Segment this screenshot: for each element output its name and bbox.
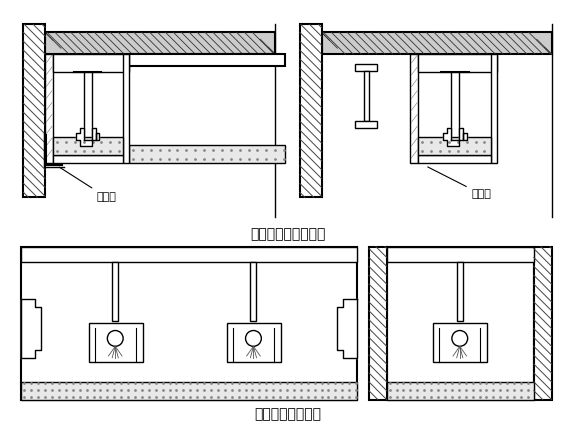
Polygon shape bbox=[21, 299, 41, 358]
Bar bbox=[21, 382, 357, 400]
Bar bbox=[45, 54, 53, 163]
Polygon shape bbox=[443, 128, 467, 146]
Bar bbox=[45, 32, 275, 54]
Bar bbox=[418, 137, 491, 155]
Polygon shape bbox=[76, 128, 100, 146]
Bar bbox=[21, 247, 357, 400]
Bar bbox=[112, 262, 118, 321]
Circle shape bbox=[107, 330, 123, 346]
Circle shape bbox=[245, 330, 262, 346]
Bar bbox=[53, 137, 123, 155]
Bar bbox=[433, 323, 487, 362]
Bar bbox=[300, 25, 321, 197]
Bar bbox=[24, 25, 45, 197]
Bar bbox=[534, 247, 552, 400]
Bar bbox=[364, 71, 369, 121]
Bar bbox=[321, 32, 552, 54]
Text: 木线条: 木线条 bbox=[428, 167, 491, 199]
Text: 铝角线: 铝角线 bbox=[59, 167, 116, 202]
Bar bbox=[418, 54, 497, 72]
Bar bbox=[369, 247, 386, 400]
Circle shape bbox=[452, 330, 468, 346]
Bar bbox=[53, 54, 129, 72]
Bar bbox=[227, 323, 281, 362]
Bar bbox=[457, 262, 463, 321]
Bar bbox=[355, 121, 377, 128]
Bar bbox=[53, 155, 123, 163]
Bar bbox=[386, 247, 534, 400]
Bar bbox=[491, 54, 497, 163]
Polygon shape bbox=[338, 299, 357, 358]
Bar bbox=[386, 247, 534, 262]
Text: 吊顶与窗帘盒的结合: 吊顶与窗帘盒的结合 bbox=[251, 227, 325, 241]
Text: 吊顶与灯盘的结合: 吊顶与灯盘的结合 bbox=[255, 407, 321, 422]
Bar bbox=[355, 64, 377, 71]
Bar bbox=[418, 155, 491, 163]
Bar bbox=[386, 382, 534, 400]
Bar bbox=[411, 54, 418, 163]
Bar bbox=[251, 262, 256, 321]
Bar bbox=[89, 323, 143, 362]
Bar bbox=[123, 54, 129, 163]
Bar bbox=[21, 247, 357, 262]
Bar bbox=[129, 145, 285, 163]
Bar bbox=[129, 54, 285, 66]
